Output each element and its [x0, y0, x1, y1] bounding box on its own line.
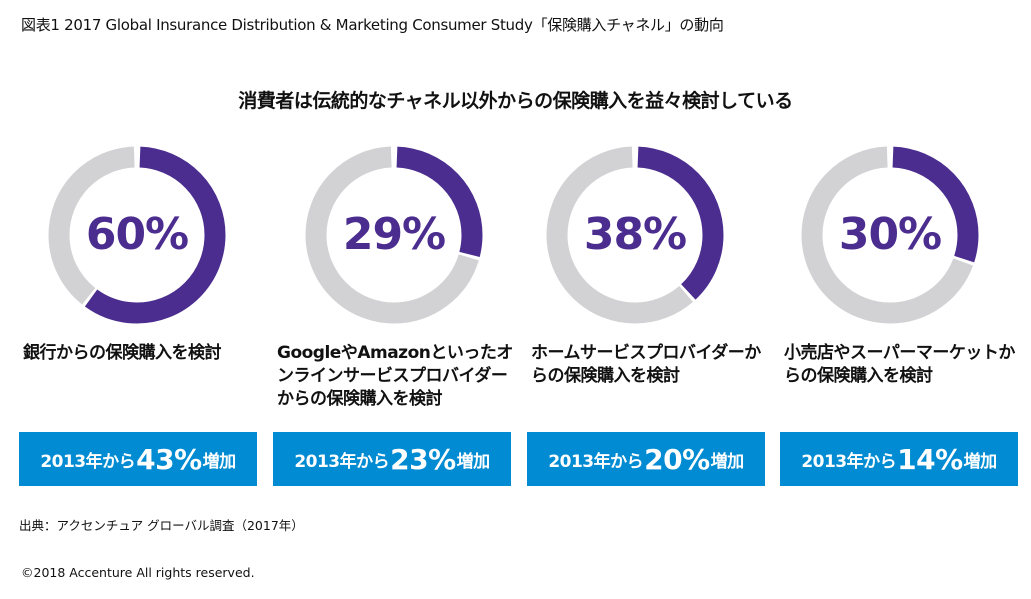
growth-badge-suffix: 増加 — [710, 451, 745, 472]
growth-badge-value: 43% — [136, 442, 202, 476]
growth-badge-prefix: 2013年から — [40, 451, 136, 472]
growth-badge-prefix: 2013年から — [801, 451, 897, 472]
growth-badge-suffix: 増加 — [202, 451, 237, 472]
copyright: ©2018 Accenture All rights reserved. — [21, 565, 255, 580]
donut-value-label: 29% — [342, 209, 446, 260]
growth-badge-value: 20% — [644, 442, 710, 476]
donut-value-arc — [305, 146, 483, 324]
donut-category-label: 銀行からの保険購入を検討 — [23, 343, 222, 363]
donut-category-label: ホームサービスプロバイダーからの保険購入を検討 — [531, 343, 761, 386]
growth-badge: 2013年から 14% 増加 — [780, 432, 1018, 486]
chart-title: 消費者は伝統的なチャネル以外からの保険購入を益々検討している — [238, 90, 793, 112]
growth-badge-value: 23% — [390, 442, 456, 476]
donut-value-label: 38% — [583, 209, 687, 260]
donut-chart: 30% — [800, 145, 980, 325]
growth-badge: 2013年から 20% 増加 — [527, 432, 765, 486]
donut-remainder-arc — [801, 146, 979, 324]
donut-remainder-arc — [546, 146, 724, 324]
growth-badge: 2013年から 43% 増加 — [19, 432, 257, 486]
source-note: 出典：アクセンチュア グローバル調査（2017年） — [19, 518, 304, 533]
donut-category-label: 小売店やスーパーマーケットからの保険購入を検討 — [784, 343, 1015, 386]
growth-badge-prefix: 2013年から — [548, 451, 644, 472]
donut-chart: 38% — [545, 145, 725, 325]
growth-badge-value: 14% — [897, 442, 963, 476]
donut-chart: 60% — [47, 145, 227, 325]
growth-badge-prefix: 2013年から — [294, 451, 390, 472]
donut-value-arc — [48, 146, 226, 324]
growth-badge-suffix: 増加 — [456, 451, 491, 472]
donut-value-label: 30% — [838, 209, 942, 260]
donut-value-arc — [546, 146, 724, 324]
donut-chart: 29% — [304, 145, 484, 325]
growth-badge-suffix: 増加 — [963, 451, 998, 472]
growth-badge: 2013年から 23% 増加 — [273, 432, 511, 486]
donut-value-arc — [801, 146, 979, 324]
donut-remainder-arc — [48, 146, 226, 324]
figure-title: 図表1 2017 Global Insurance Distribution &… — [21, 16, 724, 34]
donut-remainder-arc — [305, 146, 483, 324]
donut-value-label: 60% — [85, 209, 189, 260]
donut-category-label: GoogleやAmazonといったオンラインサービスプロバイダーからの保険購入を… — [277, 343, 513, 409]
